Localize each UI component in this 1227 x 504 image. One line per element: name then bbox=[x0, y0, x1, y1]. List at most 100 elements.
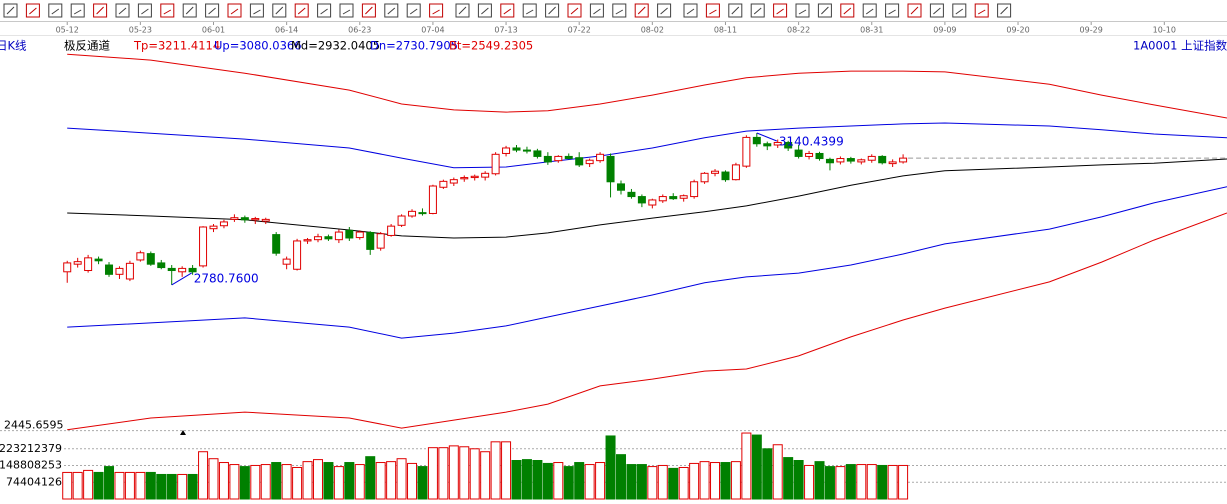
legend-label: Md=2932.0405 bbox=[291, 39, 380, 53]
volume-bar bbox=[751, 434, 762, 500]
candle-body bbox=[731, 164, 740, 181]
volume-bar bbox=[866, 464, 877, 500]
volume-bar bbox=[365, 456, 376, 500]
toolbar-icon-stroke bbox=[731, 6, 740, 15]
volume-bar bbox=[856, 464, 867, 500]
toolbar-icon bbox=[657, 3, 672, 18]
volume-tick-label: 74404126 bbox=[6, 475, 62, 488]
candle-body bbox=[178, 267, 187, 273]
volume-bar bbox=[668, 467, 679, 500]
candle-body bbox=[313, 236, 322, 241]
volume-bar bbox=[292, 466, 303, 500]
volume-bar bbox=[208, 458, 219, 500]
candle-body bbox=[157, 262, 166, 269]
toolbar-icon-stroke bbox=[843, 7, 852, 15]
volume-bar bbox=[312, 459, 323, 500]
candle-body bbox=[815, 152, 824, 160]
volume-bar bbox=[657, 464, 668, 500]
candle-body bbox=[219, 221, 228, 227]
candle-body bbox=[460, 177, 469, 180]
x-tick-label: 09-29 bbox=[1080, 26, 1103, 35]
candle-body bbox=[794, 149, 803, 157]
toolbar-icon bbox=[339, 3, 354, 18]
candle-body bbox=[63, 262, 72, 273]
toolbar-icon bbox=[634, 3, 649, 18]
toolbar-icon-stroke bbox=[297, 7, 306, 15]
x-tick-label: 08-02 bbox=[641, 26, 664, 35]
toolbar-icon-stroke bbox=[230, 8, 239, 15]
toolbar-icon bbox=[3, 3, 18, 18]
toolbar bbox=[3, 3, 1012, 18]
x-tick-label: 06-23 bbox=[348, 26, 371, 35]
candle-body bbox=[763, 143, 772, 147]
candle-body bbox=[491, 153, 500, 175]
volume-bar bbox=[553, 462, 564, 500]
candle-body bbox=[94, 258, 103, 262]
volume-bar bbox=[877, 464, 888, 500]
candle-body bbox=[888, 161, 897, 165]
toolbar-icon-stroke bbox=[910, 6, 919, 15]
candle-body bbox=[324, 236, 333, 240]
volume-bar bbox=[804, 464, 815, 500]
volume-bar bbox=[699, 461, 710, 500]
candle-body bbox=[146, 253, 155, 265]
indicator-name: 极反通道 bbox=[64, 39, 110, 53]
volume-bar bbox=[187, 473, 198, 500]
volume-bar bbox=[469, 448, 480, 500]
volume-bar bbox=[730, 461, 741, 500]
volume-bar bbox=[490, 441, 501, 500]
toolbar-icon-stroke bbox=[888, 9, 896, 15]
toolbar-icon bbox=[952, 3, 967, 18]
candle-body bbox=[293, 240, 302, 270]
candle-body bbox=[878, 155, 887, 164]
x-tick-label: 07-22 bbox=[568, 26, 591, 35]
toolbar-icon-stroke bbox=[798, 9, 807, 15]
volume-bar bbox=[772, 444, 783, 500]
toolbar-icon bbox=[612, 3, 627, 18]
volume-bar bbox=[344, 462, 355, 500]
candle-body bbox=[345, 229, 354, 239]
legend-label: Tp=3211.4114 bbox=[133, 39, 220, 53]
toolbar-icon-stroke bbox=[141, 8, 149, 15]
candle-body bbox=[575, 157, 584, 166]
volume-bar bbox=[396, 458, 407, 500]
candle-body bbox=[376, 233, 385, 249]
volume-bar bbox=[501, 441, 512, 500]
candle-body bbox=[773, 141, 782, 146]
candle-body bbox=[366, 231, 375, 250]
toolbar-icon bbox=[885, 3, 900, 18]
volume-bar bbox=[835, 466, 846, 500]
candle-body bbox=[564, 155, 573, 160]
toolbar-icon-stroke bbox=[320, 8, 328, 15]
x-tick-label: 07-04 bbox=[421, 26, 444, 35]
volume-bar bbox=[417, 466, 428, 500]
candle-body bbox=[616, 183, 625, 191]
candle-body bbox=[481, 172, 490, 178]
candle-body bbox=[418, 212, 427, 215]
candle-body bbox=[836, 158, 845, 163]
toolbar-icon-stroke bbox=[365, 6, 373, 15]
candle-body bbox=[502, 147, 511, 154]
volume-bar bbox=[375, 462, 386, 500]
volume-bar bbox=[271, 462, 282, 500]
candle-body bbox=[334, 231, 343, 241]
volume-bar bbox=[678, 466, 689, 500]
candle-body bbox=[240, 217, 249, 221]
candle-body bbox=[105, 264, 114, 275]
toolbar-icon-stroke bbox=[709, 9, 717, 15]
toolbar-icon bbox=[455, 3, 470, 18]
candle-body bbox=[679, 195, 688, 199]
volume-bar bbox=[824, 466, 835, 500]
volume-bar bbox=[542, 462, 553, 500]
toolbar-icon-stroke bbox=[865, 8, 874, 15]
toolbar-icon bbox=[249, 3, 264, 18]
x-tick-label: 06-14 bbox=[275, 26, 298, 35]
toolbar-icon-stroke bbox=[6, 6, 15, 15]
volume-bar bbox=[438, 447, 449, 500]
y-tick-label: 2445.6595 bbox=[4, 419, 64, 432]
toolbar-icon bbox=[294, 3, 309, 18]
toolbar-icon-stroke bbox=[776, 8, 784, 15]
volume-bar bbox=[156, 473, 167, 500]
candle-body bbox=[209, 225, 218, 230]
toolbar-icon-stroke bbox=[503, 8, 512, 15]
